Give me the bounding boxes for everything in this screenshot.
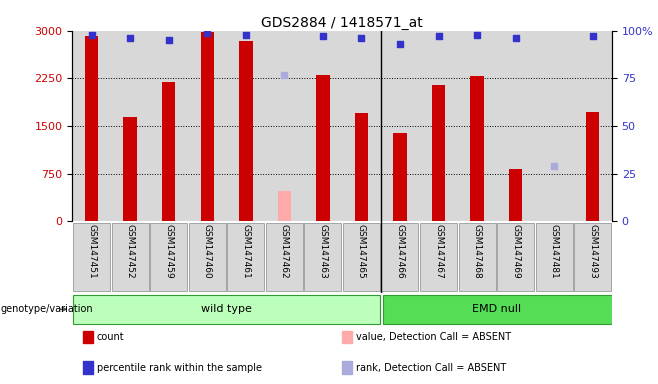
- Title: GDS2884 / 1418571_at: GDS2884 / 1418571_at: [261, 16, 423, 30]
- FancyBboxPatch shape: [382, 223, 418, 291]
- Bar: [419, 31, 458, 222]
- Text: GSM147469: GSM147469: [511, 223, 520, 278]
- Point: [356, 35, 367, 41]
- Bar: [265, 31, 303, 222]
- Bar: [381, 31, 419, 222]
- Text: GSM147481: GSM147481: [549, 223, 559, 278]
- Point: [163, 37, 174, 43]
- Text: wild type: wild type: [201, 304, 252, 314]
- Bar: [316, 74, 330, 222]
- Text: GSM147461: GSM147461: [241, 223, 250, 278]
- Point: [125, 35, 136, 41]
- Bar: [278, 191, 291, 222]
- Bar: [303, 31, 342, 222]
- Bar: [470, 76, 484, 222]
- Text: value, Detection Call = ABSENT: value, Detection Call = ABSENT: [356, 332, 511, 342]
- Bar: [124, 116, 137, 222]
- Point: [279, 71, 290, 78]
- Point: [511, 35, 521, 41]
- Point: [202, 30, 213, 36]
- FancyBboxPatch shape: [343, 223, 380, 291]
- FancyBboxPatch shape: [497, 223, 534, 291]
- Bar: [188, 31, 226, 222]
- Point: [549, 163, 559, 169]
- FancyBboxPatch shape: [266, 223, 303, 291]
- FancyBboxPatch shape: [189, 223, 226, 291]
- Text: GSM147467: GSM147467: [434, 223, 443, 278]
- Point: [318, 33, 328, 40]
- Bar: [226, 31, 265, 222]
- Text: GSM147465: GSM147465: [357, 223, 366, 278]
- Bar: [496, 31, 535, 222]
- FancyBboxPatch shape: [73, 295, 380, 324]
- Bar: [342, 361, 352, 374]
- Bar: [342, 31, 381, 222]
- Text: count: count: [97, 332, 124, 342]
- Text: GSM147452: GSM147452: [126, 223, 135, 278]
- Text: GSM147451: GSM147451: [87, 223, 96, 278]
- Text: GSM147468: GSM147468: [472, 223, 482, 278]
- Bar: [355, 113, 368, 222]
- Text: genotype/variation: genotype/variation: [1, 304, 93, 314]
- Bar: [573, 31, 612, 222]
- Bar: [149, 31, 188, 222]
- Text: GSM147466: GSM147466: [395, 223, 405, 278]
- FancyBboxPatch shape: [383, 295, 613, 324]
- Text: percentile rank within the sample: percentile rank within the sample: [97, 363, 262, 373]
- Bar: [239, 41, 253, 222]
- Bar: [458, 31, 496, 222]
- Bar: [72, 31, 111, 222]
- Bar: [85, 36, 99, 222]
- Point: [86, 31, 97, 38]
- Text: GSM147493: GSM147493: [588, 223, 597, 278]
- Text: GSM147459: GSM147459: [164, 223, 173, 278]
- FancyBboxPatch shape: [305, 223, 342, 291]
- Bar: [586, 112, 599, 222]
- FancyBboxPatch shape: [420, 223, 457, 291]
- Bar: [432, 85, 445, 222]
- FancyBboxPatch shape: [536, 223, 572, 291]
- Text: GSM147460: GSM147460: [203, 223, 212, 278]
- Point: [395, 41, 405, 47]
- Bar: [201, 32, 214, 222]
- Text: GSM147462: GSM147462: [280, 223, 289, 278]
- Bar: [83, 331, 93, 343]
- Bar: [535, 31, 573, 222]
- FancyBboxPatch shape: [574, 223, 611, 291]
- FancyBboxPatch shape: [73, 223, 110, 291]
- Bar: [342, 331, 352, 343]
- Point: [588, 33, 598, 40]
- Bar: [393, 133, 407, 222]
- Point: [241, 31, 251, 38]
- Point: [433, 33, 443, 40]
- FancyBboxPatch shape: [112, 223, 149, 291]
- Text: EMD null: EMD null: [472, 304, 521, 314]
- Text: GSM147463: GSM147463: [318, 223, 328, 278]
- Bar: [162, 81, 176, 222]
- FancyBboxPatch shape: [227, 223, 265, 291]
- Point: [472, 31, 482, 38]
- FancyBboxPatch shape: [150, 223, 188, 291]
- Text: rank, Detection Call = ABSENT: rank, Detection Call = ABSENT: [356, 363, 506, 373]
- Bar: [83, 361, 93, 374]
- Bar: [111, 31, 149, 222]
- FancyBboxPatch shape: [459, 223, 495, 291]
- Bar: [509, 169, 522, 222]
